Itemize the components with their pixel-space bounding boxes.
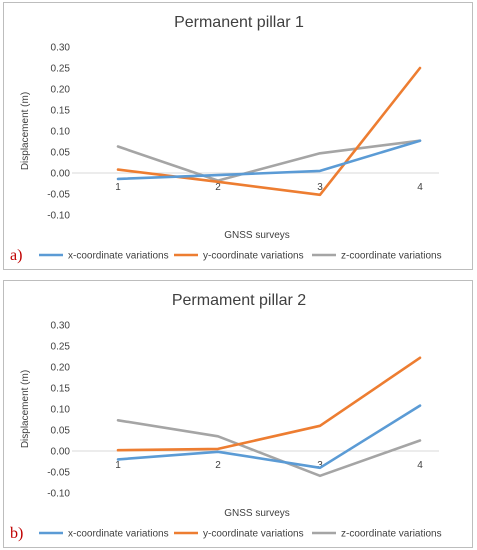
legend-label: z-coordinate variations	[341, 251, 442, 262]
legend-label: y-coordinate variations	[203, 529, 304, 540]
y-tick-label: 0.20	[51, 363, 71, 374]
y-tick-label: 0.25	[51, 342, 71, 353]
x-axis-label: GNSS surveys	[224, 230, 290, 241]
y-axis-label: Displacement (m)	[20, 92, 31, 170]
x-tick-label: 2	[215, 460, 221, 471]
y-tick-label: -0.05	[47, 468, 70, 479]
y-tick-label: -0.10	[47, 489, 70, 500]
x-tick-label: 4	[417, 182, 423, 193]
y-tick-label: 0.20	[51, 85, 71, 96]
y-tick-label: 0.15	[51, 106, 71, 117]
y-tick-label: -0.05	[47, 190, 70, 201]
y-tick-label: 0.00	[51, 169, 71, 180]
y-tick-label: 0.10	[51, 127, 71, 138]
chart-1-svg: Permanent pillar 1 0.30 0.25 0.20 0.15 0.10 0.…	[4, 3, 474, 271]
series-line-y	[118, 358, 420, 450]
chart-panel-2: Permament pillar 2 0.30 0.25 0.20 0.15 0.10 0.…	[3, 280, 473, 548]
panel-label: a)	[10, 247, 22, 264]
legend-label: x-coordinate variations	[68, 251, 169, 262]
x-tick-label: 4	[417, 460, 423, 471]
y-tick-label: 0.15	[51, 384, 71, 395]
y-tick-label: 0.05	[51, 426, 71, 437]
y-tick-label: 0.10	[51, 405, 71, 416]
y-tick-label: 0.25	[51, 64, 71, 75]
legend-label: x-coordinate variations	[68, 529, 169, 540]
x-tick-label: 1	[115, 460, 121, 471]
chart-panel-1: Permanent pillar 1 0.30 0.25 0.20 0.15 0.10 0.…	[3, 2, 473, 270]
chart-title: Permament pillar 2	[172, 292, 306, 309]
legend-label: z-coordinate variations	[341, 529, 442, 540]
y-tick-label: -0.10	[47, 211, 70, 222]
y-tick-label: 0.00	[51, 447, 71, 458]
legend-label: y-coordinate variations	[203, 251, 304, 262]
chart-title: Permanent pillar 1	[174, 14, 304, 31]
panel-label: b)	[10, 525, 23, 542]
y-tick-label: 0.05	[51, 148, 71, 159]
y-axis-label: Displacement (m)	[20, 370, 31, 448]
series-line-y	[118, 68, 420, 195]
x-tick-label: 2	[215, 182, 221, 193]
y-tick-label: 0.30	[51, 321, 71, 332]
x-tick-label: 1	[115, 182, 121, 193]
x-axis-label: GNSS surveys	[224, 508, 290, 519]
chart-2-svg: Permament pillar 2 0.30 0.25 0.20 0.15 0.10 0.…	[4, 281, 474, 549]
y-tick-label: 0.30	[51, 43, 71, 54]
series-line-z	[118, 420, 420, 476]
